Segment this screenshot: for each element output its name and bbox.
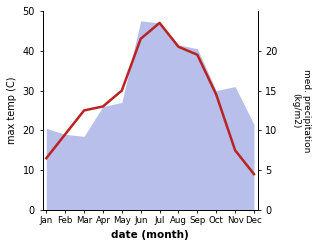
Y-axis label: max temp (C): max temp (C) — [7, 77, 17, 144]
Y-axis label: med. precipitation
(kg/m2): med. precipitation (kg/m2) — [292, 69, 311, 152]
X-axis label: date (month): date (month) — [111, 230, 189, 240]
